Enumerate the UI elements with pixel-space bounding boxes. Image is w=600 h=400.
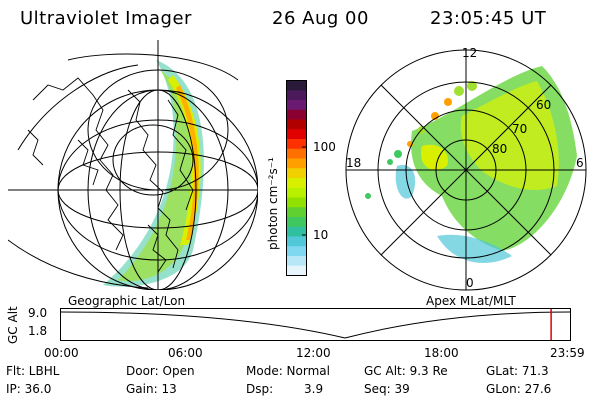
colorbar-gradient bbox=[286, 80, 307, 276]
colorbar-swatch bbox=[286, 207, 307, 218]
timeline-x-tick-2359: 23:59 bbox=[550, 346, 585, 360]
colorbar-swatch bbox=[286, 178, 307, 189]
colorbar-unit-label: photon cm⁻²s⁻¹ bbox=[266, 157, 280, 250]
mlat-label-80: 80 bbox=[492, 142, 508, 156]
colorbar-swatch bbox=[286, 109, 307, 120]
timeline-x-tick-0600: 06:00 bbox=[168, 346, 203, 360]
colorbar-swatch bbox=[286, 187, 307, 198]
status-glon: GLon: 27.6 bbox=[486, 382, 552, 396]
instrument-title: Ultraviolet Imager bbox=[20, 8, 192, 29]
colorbar-swatch bbox=[286, 236, 307, 247]
colorbar-swatch bbox=[286, 80, 307, 91]
status-seq: Seq: 39 bbox=[364, 382, 410, 396]
mlat-label-70: 70 bbox=[512, 122, 528, 136]
status-gc-alt: GC Alt: 9.3 Re bbox=[364, 364, 448, 378]
aurora-emission-geo bbox=[103, 60, 204, 287]
timeline-y-tick-1.8: 1.8 bbox=[28, 324, 48, 338]
mlt-label-18: 18 bbox=[346, 156, 362, 170]
colorbar-swatch bbox=[286, 139, 307, 150]
coastline-outlines bbox=[27, 77, 194, 273]
timeline-y-tick-9: 9.0 bbox=[28, 306, 48, 320]
timeline-x-tick-1800: 18:00 bbox=[424, 346, 459, 360]
colorbar-swatch bbox=[286, 226, 307, 237]
magnetic-caption: Apex MLat/MLT bbox=[426, 294, 516, 308]
timeline-x-tick-1200: 12:00 bbox=[296, 346, 331, 360]
aurora-emission-mag bbox=[365, 66, 577, 264]
mlt-label-6: 6 bbox=[576, 156, 584, 170]
mlt-label-0: 0 bbox=[466, 276, 474, 290]
colorbar-swatch bbox=[286, 265, 307, 276]
mlat-grid bbox=[345, 49, 587, 291]
magnetic-polar-panel bbox=[345, 49, 587, 291]
image-time: 23:05:45 UT bbox=[430, 8, 547, 29]
colorbar-swatch bbox=[286, 197, 307, 208]
mlt-label-12: 12 bbox=[462, 46, 478, 60]
timeline-y-label: GC Alt bbox=[6, 306, 20, 344]
colorbar-swatch bbox=[286, 246, 307, 257]
colorbar-swatch bbox=[286, 148, 307, 159]
status-gain: Gain: 13 bbox=[126, 382, 177, 396]
colorbar-swatch bbox=[286, 129, 307, 140]
status-door: Door: Open bbox=[126, 364, 195, 378]
status-mode: Mode: Normal bbox=[246, 364, 330, 378]
mlat-label-60: 60 bbox=[536, 98, 552, 112]
colorbar-tick-10: 10 bbox=[313, 228, 329, 242]
colorbar-swatch bbox=[286, 90, 307, 101]
orbit-timeline[interactable] bbox=[60, 308, 572, 342]
status-dsp-label: Dsp: bbox=[246, 382, 274, 396]
timeline-x-tick-0000: 00:00 bbox=[44, 346, 79, 360]
status-ip: IP: 36.0 bbox=[6, 382, 52, 396]
status-glat: GLat: 71.3 bbox=[486, 364, 549, 378]
geographic-map-panel bbox=[8, 40, 258, 290]
geographic-caption: Geographic Lat/Lon bbox=[68, 294, 186, 308]
colorbar-swatch bbox=[286, 158, 307, 169]
colorbar-swatch bbox=[286, 168, 307, 179]
colorbar-swatch bbox=[286, 256, 307, 267]
status-filter: Flt: LBHL bbox=[6, 364, 60, 378]
colorbar-swatch bbox=[286, 119, 307, 130]
image-date: 26 Aug 00 bbox=[272, 8, 369, 29]
colorbar-swatch bbox=[286, 217, 307, 228]
colorbar-swatch bbox=[286, 100, 307, 111]
altitude-curve bbox=[60, 311, 571, 339]
intensity-colorbar bbox=[286, 80, 307, 276]
geo-grid bbox=[8, 40, 258, 290]
colorbar-tick-100: 100 bbox=[313, 140, 336, 154]
status-dsp-value: 3.9 bbox=[304, 382, 324, 396]
